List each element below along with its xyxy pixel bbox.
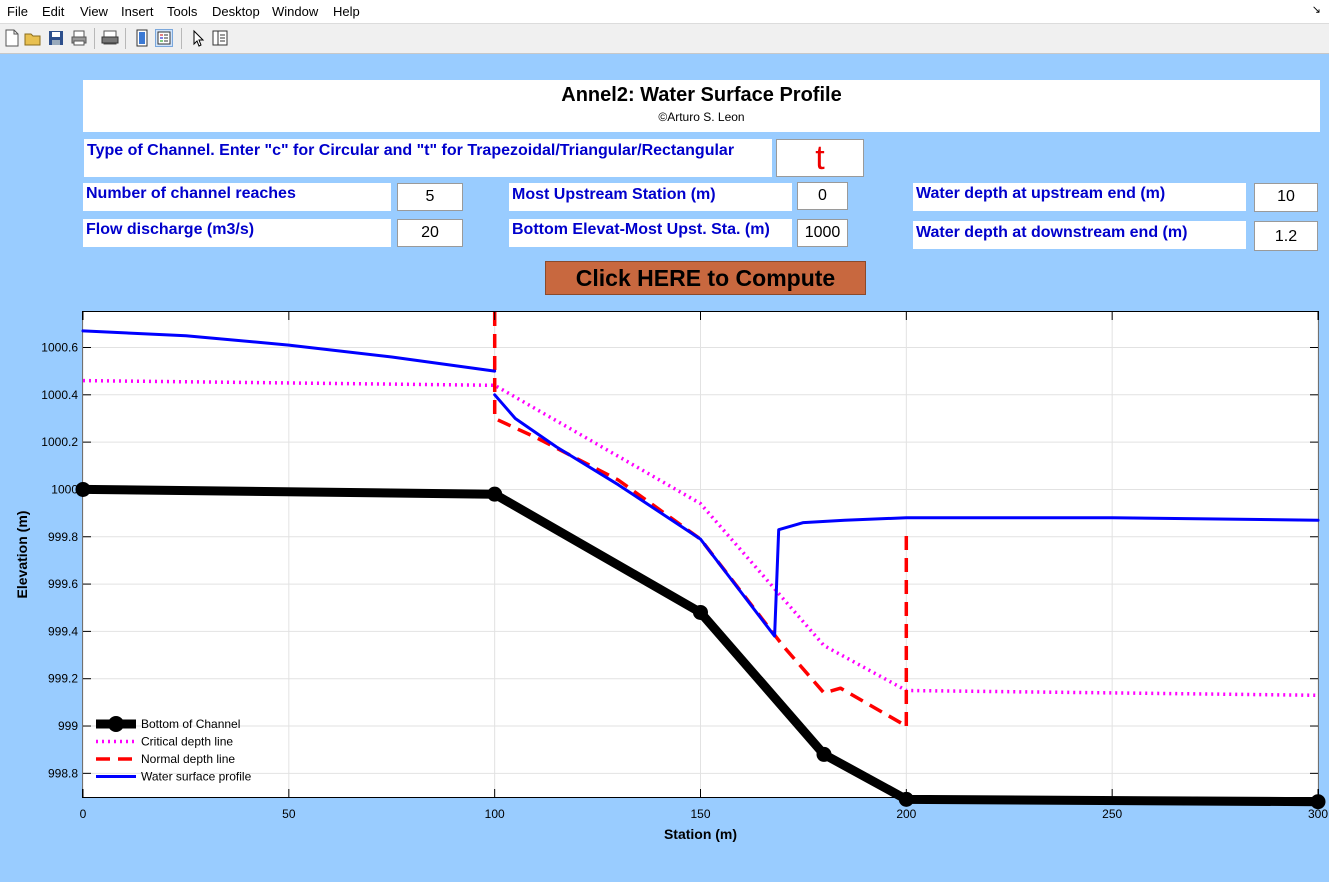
x-tick-label: 250 bbox=[1102, 807, 1122, 821]
colorbar-icon[interactable] bbox=[133, 29, 151, 47]
x-tick-label: 200 bbox=[896, 807, 916, 821]
downstream-depth-label: Water depth at downstream end (m) bbox=[913, 221, 1246, 249]
channel-type-label: Type of Channel. Enter "c" for Circular … bbox=[84, 139, 772, 177]
y-tick-label: 999.6 bbox=[48, 577, 78, 591]
y-tick-label: 998.8 bbox=[48, 766, 78, 780]
print-preview-icon[interactable] bbox=[101, 29, 119, 47]
upstream-station-label: Most Upstream Station (m) bbox=[509, 183, 792, 211]
copyright-text: ©Arturo S. Leon bbox=[658, 110, 745, 124]
bottom-elevation-label: Bottom Elevat-Most Upst. Sta. (m) bbox=[509, 219, 792, 247]
menu-file[interactable]: File bbox=[7, 4, 28, 19]
property-editor-icon[interactable] bbox=[211, 29, 229, 47]
y-tick-label: 1000.2 bbox=[41, 435, 78, 449]
figure-toolbar bbox=[0, 23, 1329, 54]
upstream-depth-input[interactable]: 10 bbox=[1254, 183, 1318, 212]
x-tick-label: 300 bbox=[1308, 807, 1328, 821]
y-tick-label: 999.2 bbox=[48, 672, 78, 686]
compute-button[interactable]: Click HERE to Compute bbox=[545, 261, 866, 295]
menu-insert[interactable]: Insert bbox=[121, 4, 154, 19]
open-file-icon[interactable] bbox=[24, 29, 42, 47]
menu-bar: File Edit View Insert Tools Desktop Wind… bbox=[0, 0, 1329, 23]
upstream-depth-label: Water depth at upstream end (m) bbox=[913, 183, 1246, 211]
x-tick-label: 100 bbox=[485, 807, 505, 821]
downstream-depth-input[interactable]: 1.2 bbox=[1254, 221, 1318, 251]
menu-window[interactable]: Window bbox=[272, 4, 319, 19]
menu-tools[interactable]: Tools bbox=[167, 4, 198, 19]
figure-dock-arrow-icon[interactable]: ↘ bbox=[1311, 4, 1321, 16]
upstream-station-input[interactable]: 0 bbox=[797, 182, 848, 210]
bottom-elevation-input[interactable]: 1000 bbox=[797, 219, 848, 247]
app-title: Annel2: Water Surface Profile bbox=[561, 84, 842, 106]
y-axis-label: Elevation (m) bbox=[14, 511, 30, 599]
x-axis-label: Station (m) bbox=[664, 826, 737, 842]
legend-icon[interactable] bbox=[155, 29, 173, 47]
menu-help[interactable]: Help bbox=[333, 4, 360, 19]
y-tick-label: 999 bbox=[58, 719, 78, 733]
x-tick-label: 150 bbox=[690, 807, 710, 821]
y-tick-label: 999.8 bbox=[48, 530, 78, 544]
menu-edit[interactable]: Edit bbox=[42, 4, 65, 19]
menu-desktop[interactable]: Desktop bbox=[212, 4, 260, 19]
channel-type-input[interactable]: t bbox=[776, 139, 864, 177]
y-tick-label: 999.4 bbox=[48, 624, 78, 638]
print-icon[interactable] bbox=[70, 29, 88, 47]
new-figure-icon[interactable] bbox=[3, 29, 21, 47]
y-tick-label: 1000.6 bbox=[41, 340, 78, 354]
save-icon[interactable] bbox=[47, 29, 65, 47]
flow-discharge-input[interactable]: 20 bbox=[397, 219, 463, 247]
num-reaches-input[interactable]: 5 bbox=[397, 183, 463, 211]
y-tick-label: 1000.4 bbox=[41, 388, 78, 402]
flow-discharge-label: Flow discharge (m3/s) bbox=[83, 219, 391, 247]
x-tick-label: 0 bbox=[80, 807, 87, 821]
title-panel: Annel2: Water Surface Profile ©Arturo S.… bbox=[83, 80, 1320, 132]
plot-area bbox=[82, 311, 1319, 798]
x-tick-label: 50 bbox=[282, 807, 296, 821]
menu-view[interactable]: View bbox=[80, 4, 108, 19]
pointer-arrow-icon[interactable] bbox=[189, 29, 207, 47]
num-reaches-label: Number of channel reaches bbox=[83, 183, 391, 211]
y-tick-label: 1000 bbox=[51, 482, 78, 496]
